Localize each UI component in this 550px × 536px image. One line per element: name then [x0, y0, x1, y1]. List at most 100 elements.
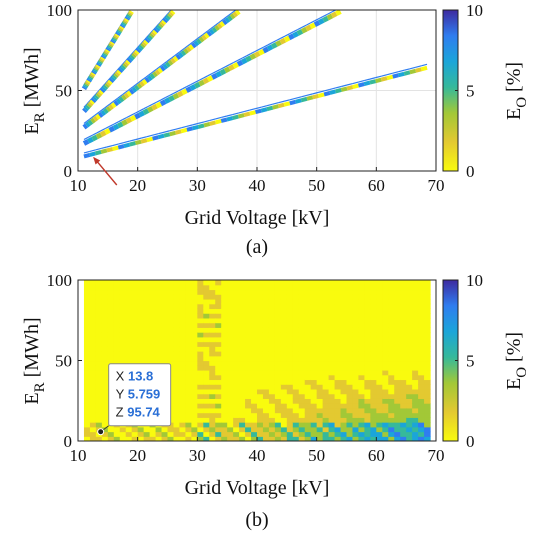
heatmap-cell [298, 355, 306, 362]
heatmap-cell [155, 351, 163, 357]
heatmap-cell [233, 355, 240, 362]
heatmap-cell [394, 308, 401, 314]
heatmap-cell [292, 388, 300, 395]
heatmap-cell [406, 341, 413, 347]
data-band-edge [83, 121, 87, 124]
heatmap-cell [412, 388, 419, 395]
heatmap-cell [161, 431, 169, 437]
heatmap-cell [185, 313, 192, 319]
data-band-segment [105, 81, 112, 87]
heatmap-cell [298, 393, 306, 399]
data-band-edge [122, 116, 128, 121]
heatmap-cell [310, 289, 318, 295]
heatmap-cell [101, 355, 109, 362]
heatmap-cell [137, 313, 145, 319]
heatmap-cell [370, 336, 377, 343]
heatmap-cell [328, 431, 336, 437]
heatmap-cell [298, 284, 306, 291]
data-band-segment [185, 86, 193, 93]
heatmap-cell [125, 431, 133, 437]
heatmap-cell [262, 322, 270, 328]
heatmap-cell [334, 346, 342, 352]
heatmap-cell [197, 332, 204, 338]
heatmap-cell [388, 332, 395, 338]
heatmap-cell [280, 436, 288, 441]
heatmap-cell [221, 436, 228, 441]
data-band-segment [214, 119, 222, 125]
heatmap-cell [382, 294, 389, 300]
heatmap-cell [185, 403, 192, 409]
heatmap-cell [286, 351, 294, 357]
heatmap-cell [257, 436, 264, 441]
heatmap-cell [268, 322, 276, 328]
heatmap-cell [388, 417, 395, 423]
heatmap-cell [376, 327, 383, 333]
heatmap-cell [358, 379, 365, 385]
data-band-segment [122, 20, 128, 25]
heatmap-cell [149, 313, 157, 319]
heatmap-cell [382, 369, 389, 376]
data-band-edge [167, 12, 170, 15]
data-band-segment [159, 21, 165, 27]
heatmap-cell [274, 355, 282, 362]
heatmap-cell [400, 360, 407, 366]
data-band-edge [155, 25, 158, 28]
heatmap-cell [149, 360, 157, 366]
heatmap-cell [89, 289, 97, 295]
data-band-edge [310, 20, 316, 24]
heatmap-cell [101, 327, 109, 333]
heatmap-cell [400, 431, 407, 437]
heatmap-cell [137, 336, 145, 343]
heatmap-cell [167, 284, 175, 291]
heatmap-cell [209, 289, 216, 295]
heatmap-cell [400, 317, 407, 324]
data-band-edge [117, 95, 121, 99]
heatmap-cell [191, 355, 198, 362]
data-band-edge [92, 95, 95, 98]
heatmap-cell [143, 298, 151, 305]
heatmap-cell [358, 384, 365, 390]
data-band-segment [100, 148, 108, 154]
heatmap-cell [89, 351, 97, 357]
heatmap-cell [358, 374, 365, 381]
x-tick-label: 30 [189, 176, 206, 195]
heatmap-cell [179, 351, 186, 357]
heatmap-cell [364, 351, 371, 357]
heatmap-cell [406, 351, 413, 357]
data-band-edge [237, 8, 240, 10]
heatmap-cell [167, 355, 175, 362]
heatmap-cell [89, 346, 97, 352]
heatmap-cell [358, 327, 365, 333]
data-band-segment [109, 41, 115, 46]
heatmap-cell [424, 341, 431, 347]
heatmap-cell [155, 431, 163, 437]
data-band-segment [196, 38, 202, 45]
heatmap-cell [251, 289, 258, 295]
datatip[interactable]: X 13.8 Y 5.759 Z 95.74 [97, 363, 172, 436]
data-band-segment [107, 79, 113, 85]
heatmap-cell [424, 313, 431, 319]
heatmap-cell [149, 280, 157, 286]
heatmap-cell [215, 280, 222, 286]
data-band-segment [157, 67, 164, 74]
data-band-edge [106, 103, 111, 107]
heatmap-cell [143, 322, 151, 328]
heatmap-cell [412, 403, 419, 409]
heatmap-cell [304, 360, 312, 366]
heatmap-cell [358, 436, 365, 441]
data-band-segment [95, 64, 101, 69]
heatmap-cell [364, 365, 371, 371]
data-band-segment [318, 18, 325, 25]
heatmap-cell [245, 294, 252, 300]
heatmap-cell [227, 303, 234, 310]
heatmap-cell [233, 308, 240, 314]
data-band-segment [85, 79, 91, 84]
heatmap-cell [322, 341, 330, 347]
heatmap-cell [227, 284, 234, 291]
data-band-segment [138, 44, 145, 50]
heatmap-cell [143, 317, 151, 324]
heatmap-cell [274, 412, 282, 418]
heatmap-cell [274, 341, 282, 347]
data-band-edge [138, 43, 142, 47]
heatmap-cell [328, 417, 336, 423]
